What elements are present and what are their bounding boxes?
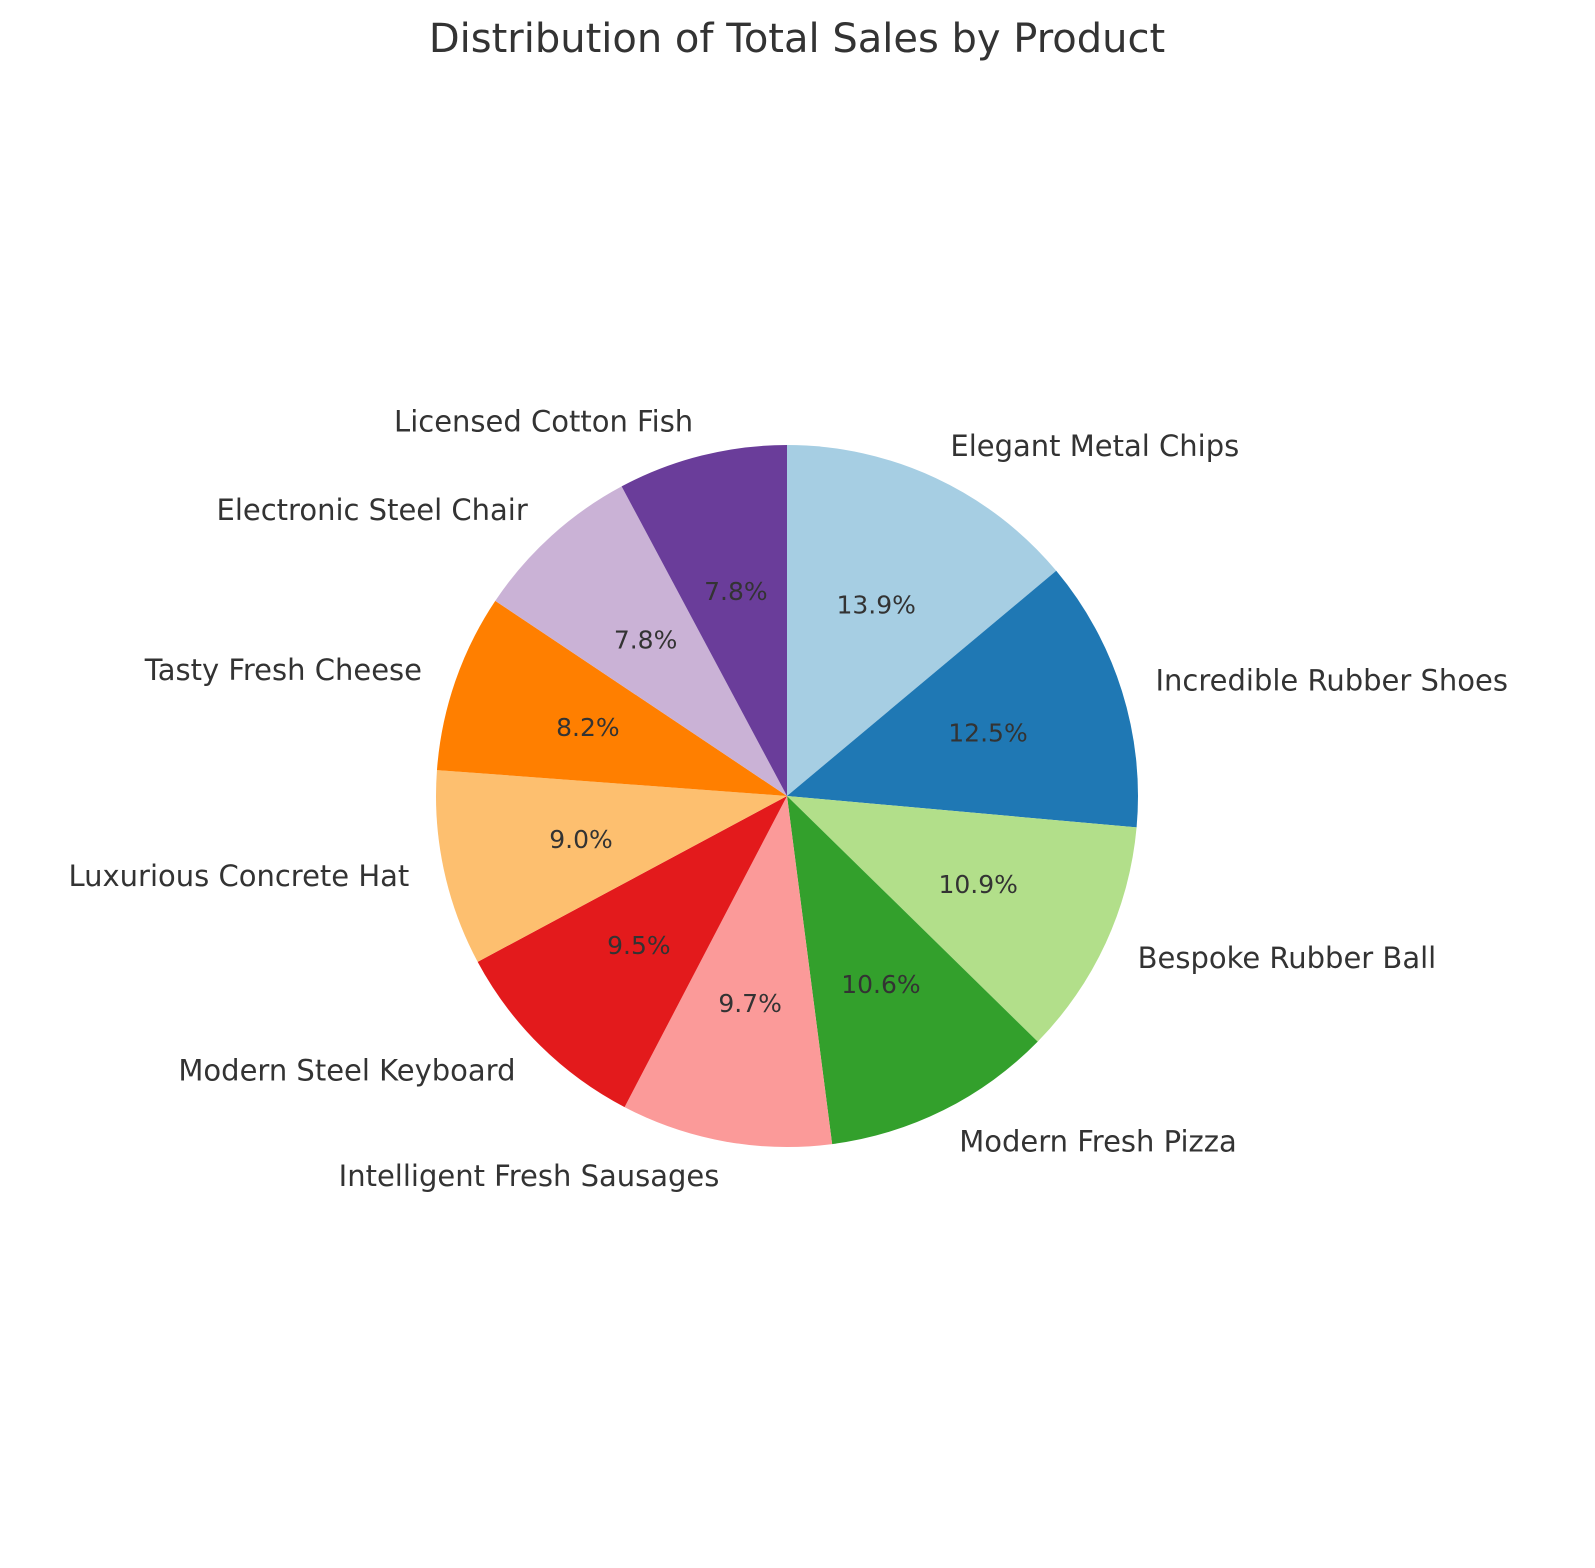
category-labels: Elegant Metal Chips Incredible Rubber Sho…: [68, 405, 1508, 1194]
pie-slice-incredible-rubber-shoes: [787, 570, 1138, 828]
pct-label-elegant-metal-chips: 13.9%: [836, 591, 915, 620]
pct-label-tasty-fresh-cheese: 8.2%: [556, 713, 620, 742]
pie-slices: [436, 445, 1138, 1148]
pie-slice-tasty-fresh-cheese: [436, 600, 787, 796]
pie-slice-intelligent-fresh-sausages: [624, 796, 833, 1148]
percent-labels: 13.9% 12.5% 10.9% 10.6% 9.7% 9.5% 9.0% 8.2% 7.8%…: [549, 577, 1027, 1018]
label-electronic-steel-chair: Electronic Steel Chair: [217, 493, 528, 527]
label-tasty-fresh-cheese: Tasty Fresh Cheese: [144, 653, 422, 687]
pie-slice-bespoke-rubber-ball: [787, 796, 1137, 1042]
label-intelligent-fresh-sausages: Intelligent Fresh Sausages: [339, 1159, 720, 1193]
pie-slice-electronic-steel-chair: [495, 486, 787, 796]
pct-label-modern-steel-keyboard: 9.5%: [607, 931, 671, 960]
label-modern-fresh-pizza: Modern Fresh Pizza: [959, 1125, 1237, 1159]
label-modern-steel-keyboard: Modern Steel Keyboard: [178, 1054, 515, 1088]
pct-label-modern-fresh-pizza: 10.6%: [841, 970, 920, 999]
pct-label-licensed-cotton-fish: 7.8%: [704, 577, 768, 606]
label-licensed-cotton-fish: Licensed Cotton Fish: [394, 405, 693, 439]
pct-label-electronic-steel-chair: 7.8%: [614, 625, 678, 654]
pct-label-intelligent-fresh-sausages: 9.7%: [718, 989, 782, 1018]
pie-slice-licensed-cotton-fish: [621, 445, 787, 796]
pie-slice-elegant-metal-chips: [787, 445, 1057, 796]
label-incredible-rubber-shoes: Incredible Rubber Shoes: [1156, 664, 1509, 698]
pie-slice-modern-steel-keyboard: [477, 796, 787, 1108]
pie-slice-luxurious-concrete-hat: [436, 770, 787, 962]
pct-label-luxurious-concrete-hat: 9.0%: [549, 825, 613, 854]
chart-title: Distribution of Total Sales by Product: [429, 16, 1165, 62]
pct-label-incredible-rubber-shoes: 12.5%: [948, 719, 1027, 748]
label-elegant-metal-chips: Elegant Metal Chips: [950, 429, 1239, 463]
label-bespoke-rubber-ball: Bespoke Rubber Ball: [1138, 941, 1437, 975]
pie-slice-modern-fresh-pizza: [787, 796, 1038, 1145]
pct-label-bespoke-rubber-ball: 10.9%: [938, 870, 1017, 899]
label-luxurious-concrete-hat: Luxurious Concrete Hat: [68, 859, 409, 893]
